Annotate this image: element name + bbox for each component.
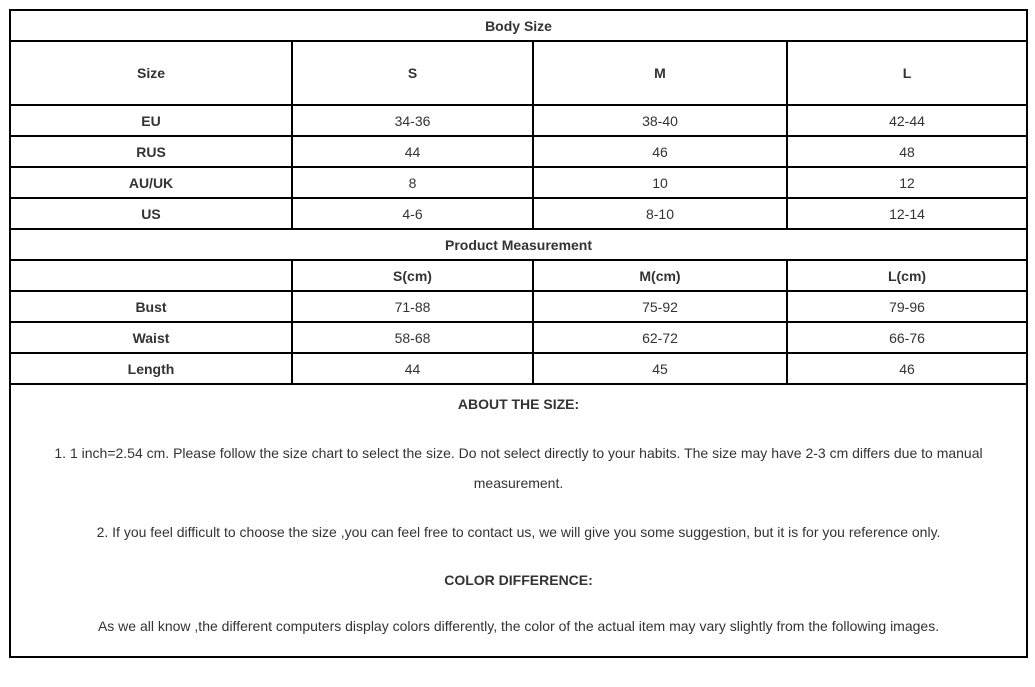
notes-section: ABOUT THE SIZE: 1. 1 inch=2.54 cm. Pleas… bbox=[8, 383, 1029, 658]
header-cell: L(cm) bbox=[785, 259, 1029, 292]
color-difference-title: COLOR DIFFERENCE: bbox=[444, 572, 593, 588]
color-difference-text: As we all know ,the different computers … bbox=[97, 618, 940, 634]
cell: 75-92 bbox=[532, 290, 788, 323]
header-cell: M bbox=[532, 40, 788, 106]
cell: 44 bbox=[291, 135, 534, 168]
cell: 62-72 bbox=[532, 321, 788, 354]
cell: 12 bbox=[785, 166, 1029, 199]
cell: 48 bbox=[785, 135, 1029, 168]
cell: 12-14 bbox=[785, 197, 1029, 230]
row-label: Length bbox=[9, 352, 293, 385]
table-row: Waist 58-68 62-72 66-76 bbox=[9, 321, 1029, 354]
header-cell bbox=[9, 259, 293, 292]
cell: 34-36 bbox=[291, 104, 534, 137]
product-measurement-title: Product Measurement bbox=[8, 228, 1029, 261]
table-row: RUS 44 46 48 bbox=[9, 135, 1029, 168]
cell: 66-76 bbox=[785, 321, 1029, 354]
cell: 71-88 bbox=[291, 290, 534, 323]
size-chart-table: Body Size Size S M L EU 34-36 38-40 42-4… bbox=[8, 9, 1029, 658]
table-row: AU/UK 8 10 12 bbox=[9, 166, 1029, 199]
cell: 10 bbox=[532, 166, 788, 199]
cell: 38-40 bbox=[532, 104, 788, 137]
header-cell: S(cm) bbox=[291, 259, 534, 292]
measurement-header-row: S(cm) M(cm) L(cm) bbox=[9, 259, 1029, 292]
header-cell: M(cm) bbox=[532, 259, 788, 292]
about-size-note-1: 1. 1 inch=2.54 cm. Please follow the siz… bbox=[54, 445, 983, 491]
cell: 58-68 bbox=[291, 321, 534, 354]
row-label: EU bbox=[9, 104, 293, 137]
row-label: Bust bbox=[9, 290, 293, 323]
header-cell: S bbox=[291, 40, 534, 106]
row-label: AU/UK bbox=[9, 166, 293, 199]
cell: 4-6 bbox=[291, 197, 534, 230]
table-row: Length 44 45 46 bbox=[9, 352, 1029, 385]
cell: 42-44 bbox=[785, 104, 1029, 137]
cell: 79-96 bbox=[785, 290, 1029, 323]
cell: 46 bbox=[785, 352, 1029, 385]
cell: 46 bbox=[532, 135, 788, 168]
body-size-header-row: Size S M L bbox=[9, 40, 1029, 106]
row-label: RUS bbox=[9, 135, 293, 168]
table-row: EU 34-36 38-40 42-44 bbox=[9, 104, 1029, 137]
cell: 44 bbox=[291, 352, 534, 385]
row-label: Waist bbox=[9, 321, 293, 354]
about-size-note-2: 2. If you feel difficult to choose the s… bbox=[96, 524, 941, 540]
table-row: Bust 71-88 75-92 79-96 bbox=[9, 290, 1029, 323]
row-label: US bbox=[9, 197, 293, 230]
table-row: US 4-6 8-10 12-14 bbox=[9, 197, 1029, 230]
cell: 45 bbox=[532, 352, 788, 385]
body-size-title: Body Size bbox=[8, 9, 1029, 42]
cell: 8 bbox=[291, 166, 534, 199]
header-cell: L bbox=[785, 40, 1029, 106]
about-size-title: ABOUT THE SIZE: bbox=[457, 396, 580, 412]
cell: 8-10 bbox=[532, 197, 788, 230]
header-cell: Size bbox=[9, 40, 293, 106]
